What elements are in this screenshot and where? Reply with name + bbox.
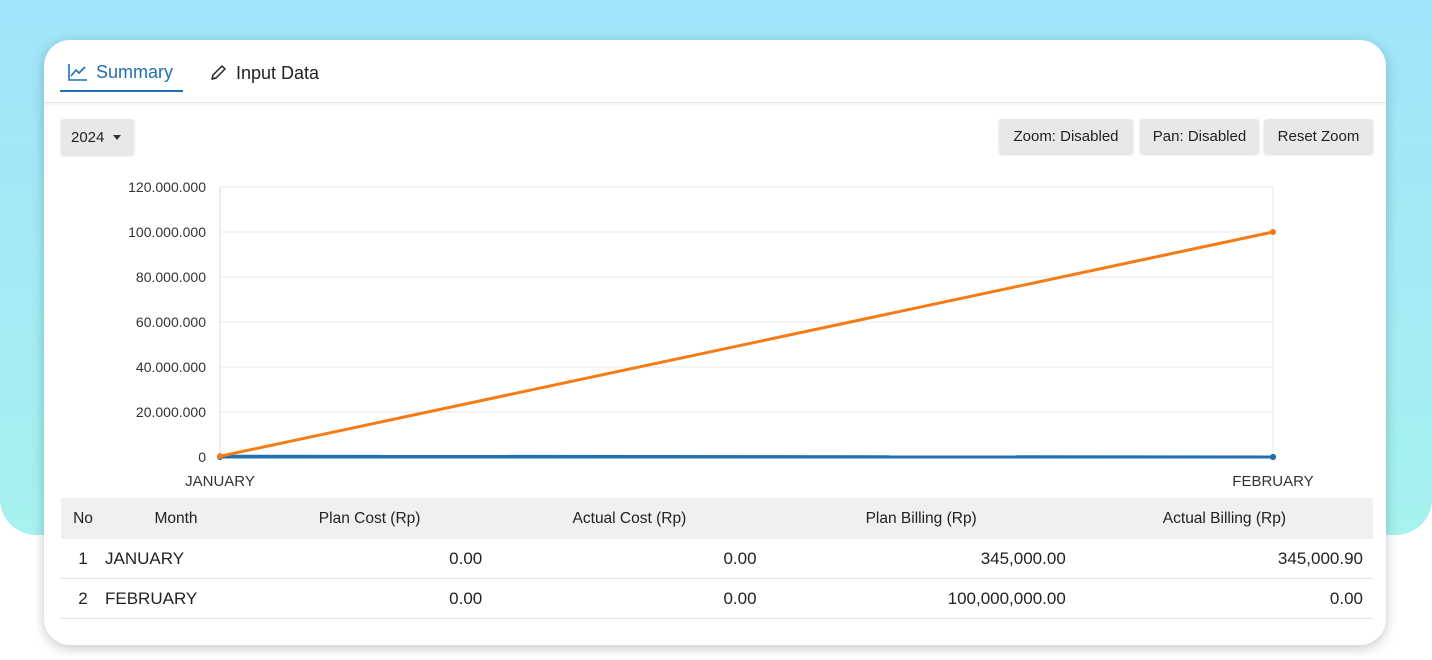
pan-toggle-label: Pan: Disabled	[1152, 128, 1247, 145]
zoom-toggle-button[interactable]: Zoom: Disabled	[999, 119, 1133, 154]
header-no: No	[61, 498, 105, 539]
summary-table: No Month Plan Cost (Rp) Actual Cost (Rp)…	[61, 498, 1373, 619]
cell-actual-cost: 0.00	[492, 539, 767, 579]
cell-actual-billing: 0.00	[1075, 578, 1373, 619]
series-line	[219, 230, 1274, 458]
y-tick-label: 20.000.000	[136, 404, 206, 420]
cell-no: 1	[61, 539, 105, 579]
series-point	[1270, 454, 1276, 460]
pan-toggle-button[interactable]: Pan: Disabled	[1140, 119, 1259, 154]
x-tick-label: FEBRUARY	[1232, 473, 1313, 490]
cell-month: FEBRUARY	[105, 578, 247, 619]
header-actual-billing: Actual Billing (Rp)	[1075, 498, 1373, 539]
cell-actual-cost: 0.00	[492, 578, 767, 619]
cell-plan-billing: 100,000,000.00	[766, 578, 1076, 619]
caret-down-icon	[113, 134, 122, 140]
tab-bar: Summary Input Data	[44, 40, 1386, 103]
series-point	[217, 453, 223, 460]
cell-plan-cost: 0.00	[247, 539, 493, 579]
table-row: 1 JANUARY 0.00 0.00 345,000.00 345,000.9…	[61, 539, 1373, 579]
table-row: 2 FEBRUARY 0.00 0.00 100,000,000.00 0.00	[61, 578, 1373, 619]
tab-summary[interactable]: Summary	[60, 54, 184, 92]
series-point	[1270, 229, 1276, 235]
y-tick-label: 60.000.000	[136, 314, 206, 330]
tab-input-data[interactable]: Input Data	[204, 54, 323, 92]
y-tick-label: 100.000.000	[128, 224, 206, 240]
reset-zoom-label: Reset Zoom	[1277, 128, 1360, 145]
year-dropdown-value: 2024	[71, 128, 105, 146]
cell-plan-cost: 0.00	[247, 578, 493, 619]
x-tick-label: JANUARY	[185, 473, 255, 490]
zoom-toggle-label: Zoom: Disabled	[1013, 128, 1119, 145]
y-tick-label: 0	[198, 449, 206, 465]
cell-no: 2	[61, 578, 105, 619]
line-chart[interactable]: 0 20.000.000 40.000.000 60.000.000 80.000.00…	[44, 170, 1386, 498]
summary-card: Summary Input Data 2024 Zoom: Disabled P…	[44, 40, 1386, 645]
line-chart-icon	[68, 64, 87, 81]
cell-plan-billing: 345,000.00	[766, 539, 1076, 579]
table-header-row: No Month Plan Cost (Rp) Actual Cost (Rp)…	[61, 498, 1373, 539]
year-dropdown[interactable]: 2024	[61, 119, 134, 155]
y-tick-label: 120.000.000	[128, 179, 206, 195]
pencil-icon	[211, 65, 226, 80]
tab-input-data-label: Input Data	[236, 62, 320, 83]
header-plan-billing: Plan Billing (Rp)	[766, 498, 1076, 539]
tab-summary-label: Summary	[96, 61, 174, 82]
header-plan-cost: Plan Cost (Rp)	[247, 498, 493, 539]
y-tick-label: 80.000.000	[136, 269, 206, 285]
reset-zoom-button[interactable]: Reset Zoom	[1264, 119, 1373, 154]
y-tick-label: 40.000.000	[136, 359, 206, 375]
header-actual-cost: Actual Cost (Rp)	[492, 498, 767, 539]
cell-actual-billing: 345,000.90	[1075, 539, 1373, 579]
cell-month: JANUARY	[105, 539, 247, 579]
header-month: Month	[105, 498, 247, 539]
